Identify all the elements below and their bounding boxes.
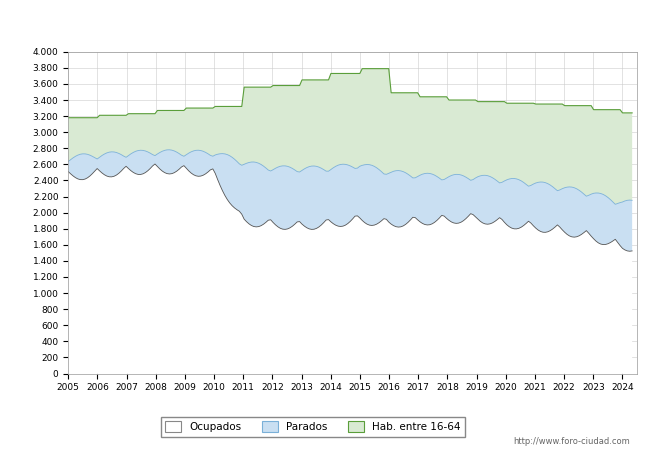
- Legend: Ocupados, Parados, Hab. entre 16-64: Ocupados, Parados, Hab. entre 16-64: [161, 417, 465, 436]
- Text: Beas de Segura - Evolucion de la poblacion en edad de Trabajar Mayo de 2024: Beas de Segura - Evolucion de la poblaci…: [92, 17, 558, 30]
- Text: http://www.foro-ciudad.com: http://www.foro-ciudad.com: [514, 436, 630, 446]
